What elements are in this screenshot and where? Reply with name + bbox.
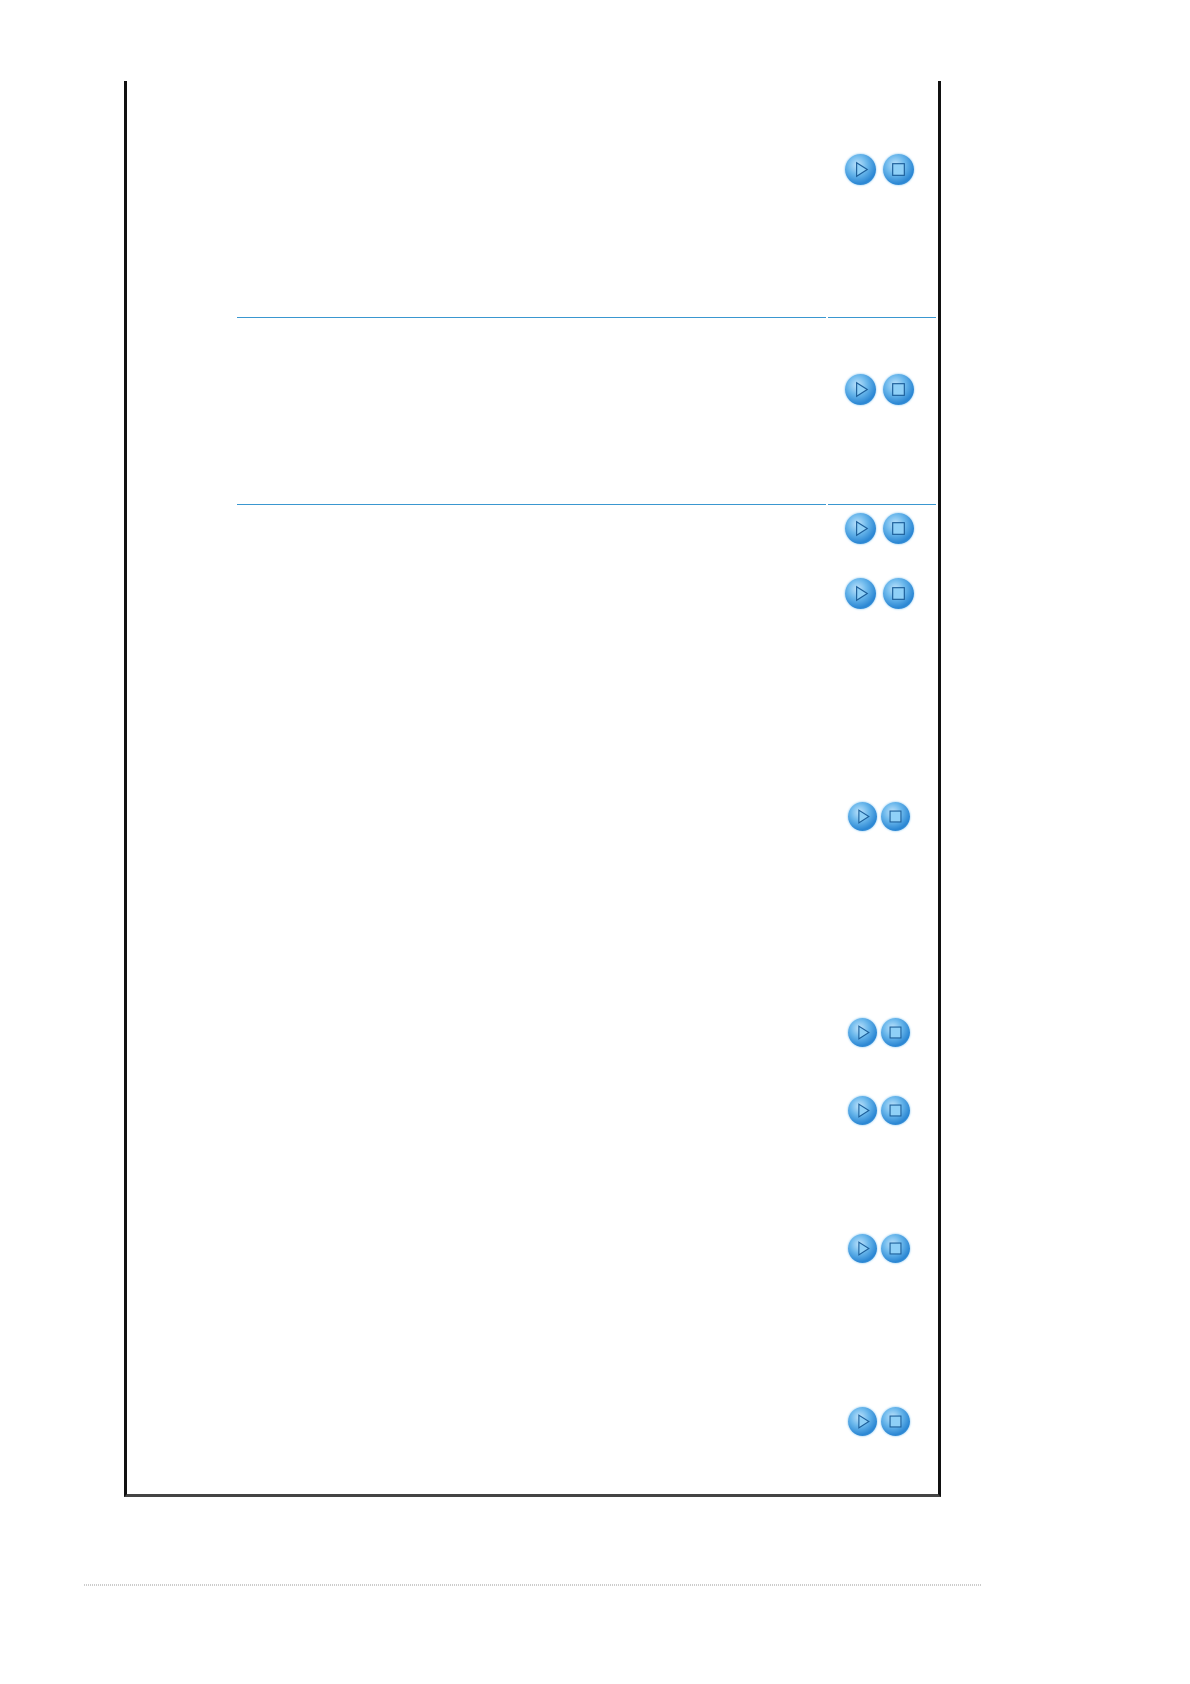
play-button[interactable] (847, 1406, 877, 1436)
footer-dotted-divider (84, 1584, 982, 1586)
section-divider (237, 317, 826, 318)
stop-button[interactable] (882, 373, 914, 405)
section-divider (237, 504, 826, 505)
stop-button[interactable] (880, 801, 910, 831)
stop-button[interactable] (882, 153, 914, 185)
play-button[interactable] (844, 577, 876, 609)
section-divider (828, 317, 936, 318)
stop-button[interactable] (880, 1406, 910, 1436)
play-button[interactable] (847, 801, 877, 831)
content-frame (124, 81, 941, 1497)
play-button[interactable] (844, 373, 876, 405)
stop-button[interactable] (880, 1233, 910, 1263)
stop-button[interactable] (880, 1095, 910, 1125)
play-button[interactable] (847, 1233, 877, 1263)
section-divider (828, 504, 936, 505)
play-button[interactable] (847, 1095, 877, 1125)
stop-button[interactable] (880, 1017, 910, 1047)
stop-button[interactable] (882, 577, 914, 609)
stop-button[interactable] (882, 512, 914, 544)
play-button[interactable] (844, 512, 876, 544)
play-button[interactable] (847, 1017, 877, 1047)
play-button[interactable] (844, 153, 876, 185)
